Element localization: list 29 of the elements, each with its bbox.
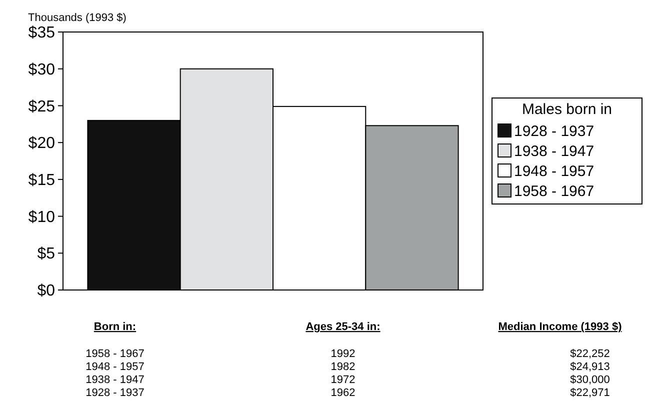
legend-label: 1958 - 1967: [514, 183, 594, 200]
y-tick-label: $0: [37, 282, 56, 300]
text: 1992: [330, 348, 356, 360]
legend-label: 1928 - 1937: [514, 123, 594, 140]
y-tick-label: $25: [28, 98, 56, 116]
text: $22,971: [570, 387, 610, 399]
y-axis-title: Thousands (1993 $): [28, 12, 126, 24]
legend-label: 1938 - 1947: [514, 143, 594, 160]
text: $30,000: [570, 374, 610, 386]
y-tick-label: $5: [37, 246, 56, 263]
text: 1928 - 1937: [86, 387, 144, 399]
y-tick-label: $30: [28, 61, 56, 78]
y-tick-label: $10: [28, 208, 56, 226]
y-tick-label: $35: [28, 24, 56, 42]
y-tick-label: $15: [28, 172, 56, 190]
legend-title: Males born in: [522, 101, 612, 118]
text: 1982: [330, 361, 356, 373]
legend-label: 1948 - 1957: [514, 163, 594, 180]
text: 1938 - 1947: [86, 374, 144, 386]
text: $24,913: [570, 361, 610, 373]
y-tick-label: $20: [28, 135, 56, 152]
text: Born in:: [94, 321, 136, 333]
text: $22,252: [570, 348, 610, 360]
text: Ages 25-34 in:: [306, 321, 380, 333]
text: 1948 - 1957: [86, 361, 144, 373]
text: 1958 - 1967: [86, 348, 144, 360]
text: 1962: [330, 387, 356, 399]
text: 1972: [330, 374, 356, 386]
text: Median Income (1993 $): [498, 321, 622, 333]
